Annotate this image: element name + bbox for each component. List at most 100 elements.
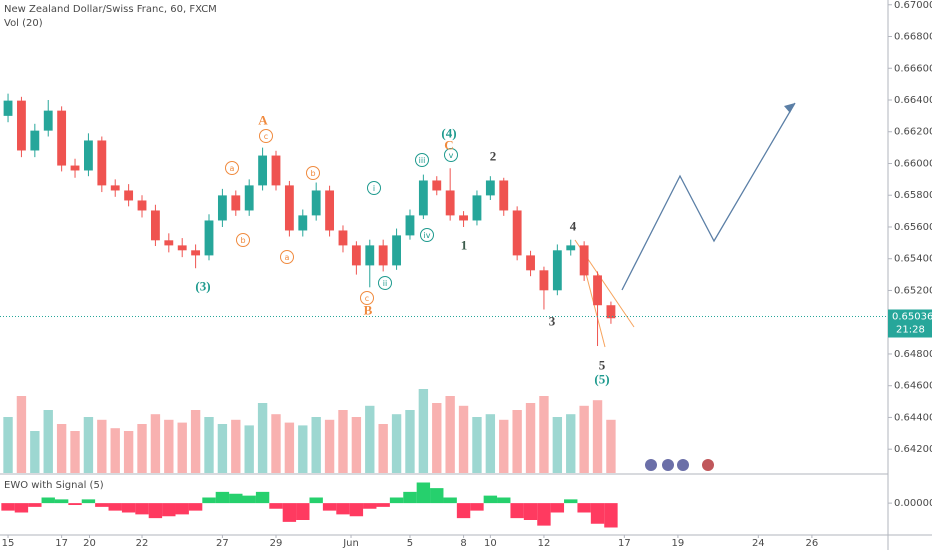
candle-body [539, 270, 549, 291]
volume-bar [525, 403, 536, 473]
wave-label: c [264, 132, 268, 141]
x-tick-label: 17 [55, 538, 68, 549]
candle-body [97, 140, 107, 186]
ewo-bar [430, 488, 444, 504]
candle-body [311, 190, 321, 216]
candle-body [57, 110, 67, 166]
candle-body [351, 245, 361, 266]
y-tick-label: 0.67000 [894, 0, 932, 11]
volume-bar [56, 424, 67, 473]
wave-label: B [364, 302, 373, 317]
volume-bar [512, 410, 522, 473]
y-tick-label: 0.65800 [894, 190, 932, 201]
y-tick-label: 0.66400 [894, 95, 932, 106]
ewo-bar [135, 503, 149, 515]
ewo-bar [81, 499, 96, 504]
wave-label: A [258, 112, 268, 127]
volume-bar [217, 424, 228, 473]
event-icon[interactable] [677, 459, 689, 471]
wave-label: (3) [195, 278, 210, 293]
wave-label: a [230, 164, 235, 173]
ewo-tick-label: 0.00000 [894, 498, 932, 509]
candle-body [512, 210, 522, 256]
drawings [574, 102, 796, 471]
volume-bar [445, 396, 455, 473]
wave-label: 2 [490, 148, 497, 163]
annotation-circle [236, 233, 250, 247]
wave-label: ii [383, 279, 387, 288]
volume-bar [204, 417, 214, 473]
candle-body [365, 245, 375, 266]
volume-bar [458, 405, 469, 473]
volume-bar [606, 419, 616, 473]
candle-body [325, 190, 335, 231]
volume-bar [257, 403, 268, 473]
ewo-bar [483, 495, 498, 504]
ewo-bar [28, 503, 42, 507]
wave-label: iv [424, 231, 431, 240]
volume-bar [284, 422, 295, 473]
ewo-bar [497, 497, 511, 504]
y-tick-label: 0.64200 [894, 444, 932, 455]
x-tick-label: 5 [407, 538, 413, 549]
annotation-circle [360, 291, 374, 305]
volume-bar [566, 414, 576, 473]
candle-body [526, 255, 535, 271]
ewo-bar [416, 482, 431, 504]
event-icon[interactable] [645, 459, 657, 471]
candle-body [191, 250, 201, 256]
ewo-bar [590, 503, 605, 524]
candle-body [459, 215, 468, 221]
candle-body [552, 250, 562, 291]
ewo-bar [121, 503, 136, 513]
wave-label: 4 [570, 218, 577, 233]
ewo-bar [376, 503, 390, 507]
candle-body [579, 245, 589, 276]
candle-body [418, 180, 428, 216]
candle-body [593, 275, 602, 306]
ewo-bar [363, 503, 377, 509]
x-tick-label: 27 [216, 538, 229, 549]
ewo-bar [282, 503, 297, 522]
ewo-bar [389, 497, 404, 504]
last-price-box [888, 309, 932, 338]
ewo-bar [604, 503, 618, 528]
ewo-bar [269, 503, 283, 509]
ewo-bar [148, 503, 163, 519]
wave-label: b [240, 236, 245, 245]
countdown-label: 21:28 [896, 324, 925, 335]
projection-arrowhead [784, 103, 795, 113]
wave-label: iii [419, 156, 426, 165]
volume-bar [472, 417, 482, 473]
candle-body [606, 305, 616, 319]
candle-body [137, 200, 147, 211]
x-tick-label: 10 [484, 538, 497, 549]
volume-bar [579, 405, 589, 473]
candle-body [231, 195, 241, 211]
ewo-bar [470, 503, 484, 511]
wave-label: 5 [599, 357, 606, 372]
volume-bar [432, 403, 442, 473]
candle-body [258, 155, 268, 186]
x-tick-label: 22 [136, 538, 149, 549]
event-icon[interactable] [702, 459, 714, 471]
candle-body [17, 100, 26, 151]
volume-bar [137, 424, 147, 473]
ewo-bar [68, 503, 82, 505]
volume-bar [164, 419, 174, 473]
wave-label: i [373, 184, 375, 193]
volume-title: Vol (20) [4, 18, 43, 29]
volume-bar [391, 414, 402, 473]
ewo-bar [242, 495, 256, 504]
ewo-bar [229, 493, 243, 504]
x-tick-label: 29 [270, 538, 283, 549]
volume-bar [70, 431, 80, 473]
volume-bar [539, 396, 549, 473]
volume-bar [405, 410, 415, 473]
wave-label: a [285, 253, 290, 262]
x-tick-label: 17 [618, 538, 631, 549]
candle-body [204, 220, 214, 256]
y-tick-label: 0.65400 [894, 254, 932, 265]
x-tick-label: Jun [342, 538, 359, 549]
event-icon[interactable] [662, 459, 674, 471]
